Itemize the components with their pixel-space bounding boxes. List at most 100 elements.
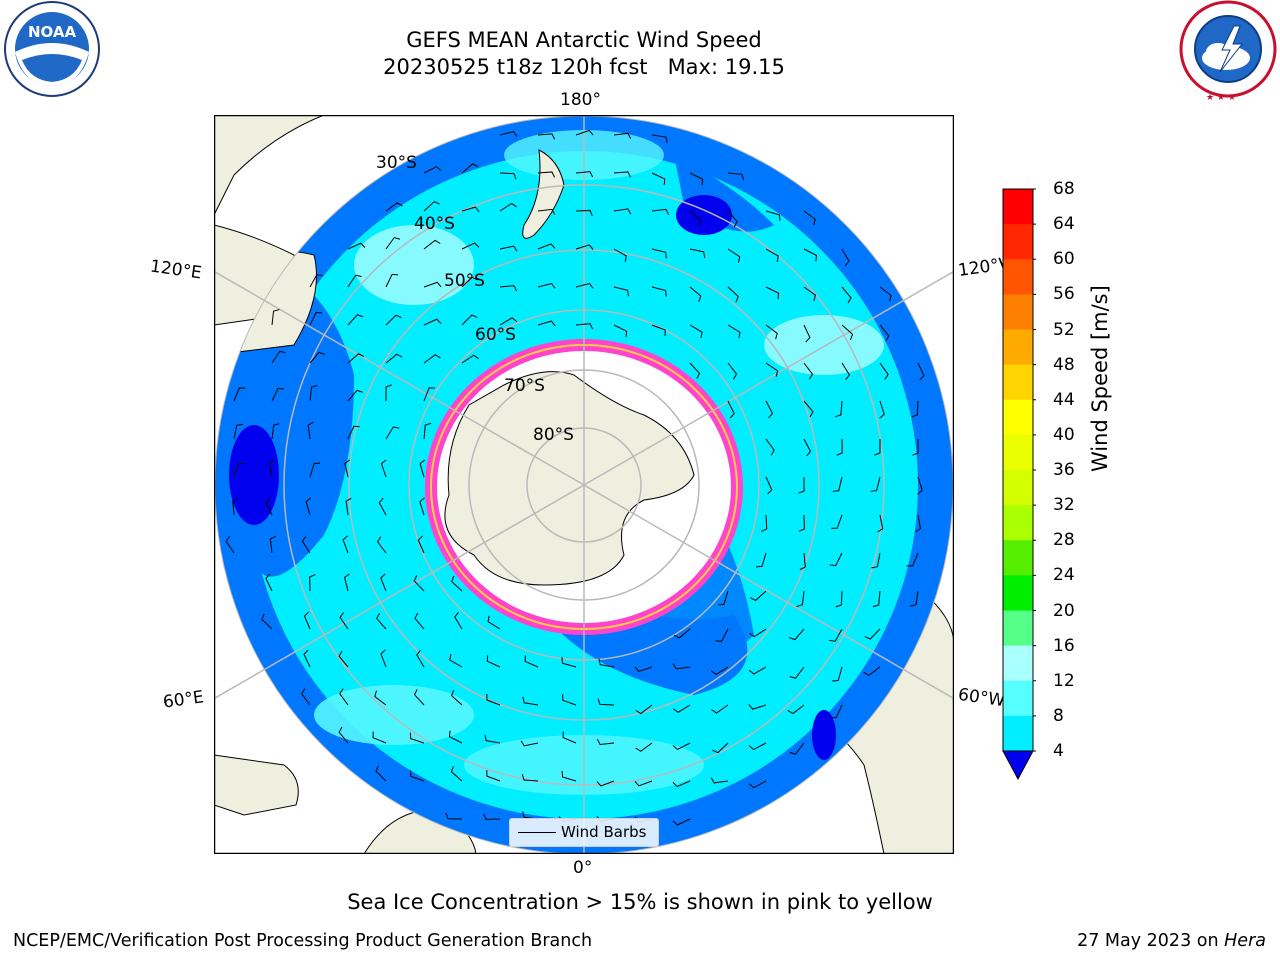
colorbar-tick-label: 60 [1053, 249, 1075, 270]
wind-barb [416, 649, 425, 668]
wind-barb [575, 323, 594, 330]
wind-barb [832, 476, 843, 492]
colorbar-tick-label: 12 [1053, 670, 1075, 691]
wind-barb [347, 389, 363, 402]
chart-subtitle: 20230525 t18z 120h fcst Max: 19.15 [383, 55, 785, 79]
wind-barb [711, 704, 729, 714]
wind-barb [423, 200, 440, 212]
wind-barb [233, 462, 245, 478]
wind-barb [803, 438, 812, 457]
wind-barb [596, 738, 615, 745]
footer-date-text: 27 May 2023 on [1077, 931, 1225, 951]
colorbar-segment [1003, 294, 1033, 330]
wind-barb [385, 384, 392, 402]
wind-barb [596, 780, 615, 787]
wind-barb [803, 400, 814, 418]
wind-barb [917, 362, 925, 381]
lon-label-180: 180° [560, 90, 601, 110]
colorbar-segment [1003, 259, 1033, 295]
wind-barb [750, 590, 767, 602]
wind-barb [347, 314, 364, 326]
wind-barb [261, 613, 273, 630]
colorbar-segment [1003, 645, 1033, 682]
wind-barb [449, 654, 463, 668]
wind-barb [803, 248, 817, 262]
colorbar-tick-label: 4 [1053, 741, 1064, 761]
wind-barb [672, 818, 691, 826]
wind-barb [864, 628, 881, 640]
wind-barb [651, 286, 667, 297]
wind-barb [879, 362, 889, 380]
svg-text:★ ★ ★: ★ ★ ★ [1206, 93, 1236, 103]
wind-barb [673, 704, 691, 713]
wind-barb [651, 172, 666, 185]
meridian-line [214, 484, 585, 700]
wind-barb [225, 536, 235, 554]
lon-label-120e: 120°E [148, 256, 203, 284]
wind-barb [562, 731, 577, 744]
wind-barb [309, 462, 321, 478]
wind-barb [748, 742, 767, 751]
wind-barb [414, 612, 425, 630]
wind-barb [339, 688, 349, 706]
wind-barb [487, 615, 501, 630]
wind-barb [561, 657, 577, 668]
wind-barb [727, 400, 735, 419]
wind-barb [765, 438, 775, 456]
wind-barb [486, 655, 501, 668]
wind-barb [829, 552, 843, 567]
wind-barb [305, 497, 312, 516]
wind-barb [484, 734, 501, 744]
wind-barb [765, 400, 774, 419]
colorbar-tick-label: 16 [1053, 635, 1075, 656]
wind-barb [345, 497, 352, 516]
wind-barb [448, 730, 463, 744]
wind-barb [376, 612, 387, 630]
wind-barb [841, 362, 850, 380]
wind-barb [575, 244, 594, 250]
wind-barb [380, 649, 387, 668]
wind-barb [232, 497, 239, 516]
wind-barb [271, 309, 280, 326]
wind-barb [789, 742, 805, 755]
wind-barb [524, 655, 539, 668]
lon-label-60w: 60°W [956, 684, 1007, 712]
wind-barb [461, 276, 478, 288]
colorbar-tick-label: 36 [1053, 460, 1075, 480]
lat-label: 40°S [414, 214, 455, 234]
colorbar [1002, 188, 1036, 781]
wind-barb [748, 704, 767, 710]
wind-barb [912, 438, 919, 456]
colorbar-segment [1003, 434, 1033, 471]
colorbar-tick-label: 20 [1053, 600, 1075, 621]
wind-barb [376, 536, 387, 554]
wind-barb [689, 172, 704, 186]
wind-barb [715, 628, 729, 642]
wind-barb [832, 666, 843, 682]
caption: Sea Ice Concentration > 15% is shown in … [347, 890, 933, 914]
wind-barb [343, 573, 350, 592]
wind-barb [385, 273, 399, 288]
legend-label: Wind Barbs [561, 823, 647, 841]
wind-barb [803, 362, 814, 380]
wind-barb [634, 666, 653, 673]
wind-barb [841, 286, 852, 304]
wind-barb [673, 628, 691, 639]
wind-barb [597, 698, 615, 706]
wind-barb [409, 732, 425, 744]
wind-barb [423, 354, 441, 364]
wind-barb [521, 774, 539, 782]
wind-barb [651, 134, 668, 144]
wind-barb [419, 497, 425, 516]
wind-barb [537, 243, 556, 250]
wind-barb [575, 282, 594, 289]
wind-barb [499, 172, 517, 180]
meridian-line [214, 270, 585, 486]
wind-barb [651, 324, 666, 336]
wind-barb [575, 171, 594, 178]
colorbar-segment [1003, 399, 1033, 436]
wind-barb [423, 239, 441, 250]
colorbar-label: Wind Speed [m/s] [1088, 285, 1112, 472]
footer-date: 27 May 2023 on Hera [1077, 931, 1266, 951]
wind-barb [877, 514, 884, 533]
